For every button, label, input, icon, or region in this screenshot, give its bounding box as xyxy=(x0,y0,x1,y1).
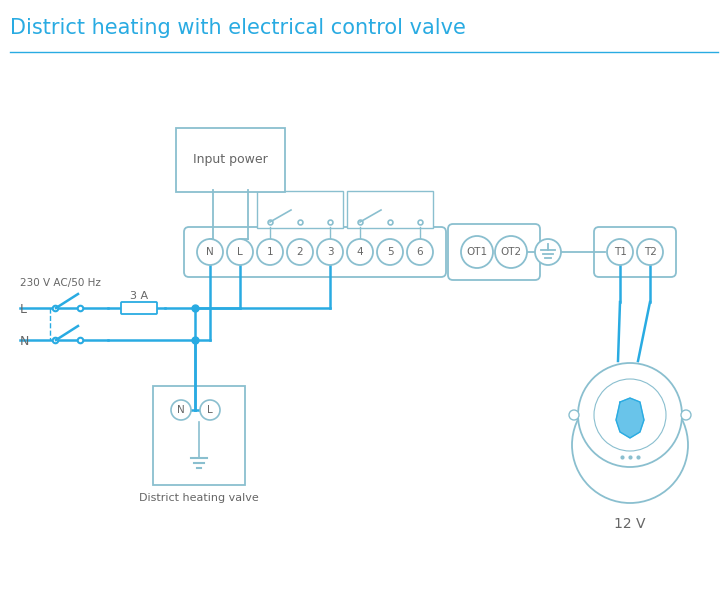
FancyBboxPatch shape xyxy=(594,227,676,277)
Circle shape xyxy=(377,239,403,265)
Text: District heating with electrical control valve: District heating with electrical control… xyxy=(10,18,466,38)
Circle shape xyxy=(681,410,691,420)
Text: Input power: Input power xyxy=(193,153,268,166)
Text: nest: nest xyxy=(618,400,642,410)
Circle shape xyxy=(572,387,688,503)
FancyBboxPatch shape xyxy=(257,191,343,228)
Circle shape xyxy=(287,239,313,265)
Circle shape xyxy=(347,239,373,265)
Text: T2: T2 xyxy=(644,247,657,257)
Circle shape xyxy=(317,239,343,265)
Circle shape xyxy=(200,400,220,420)
Polygon shape xyxy=(616,398,644,438)
FancyBboxPatch shape xyxy=(176,128,285,192)
FancyBboxPatch shape xyxy=(184,227,446,277)
Text: District heating valve: District heating valve xyxy=(139,493,259,503)
Text: 6: 6 xyxy=(416,247,423,257)
FancyBboxPatch shape xyxy=(347,191,433,228)
Text: nest: nest xyxy=(620,450,641,460)
FancyBboxPatch shape xyxy=(448,224,540,280)
FancyBboxPatch shape xyxy=(153,386,245,485)
Text: 12 V: 12 V xyxy=(614,517,646,531)
Text: N: N xyxy=(20,335,29,348)
Text: L: L xyxy=(207,405,213,415)
Circle shape xyxy=(569,410,579,420)
Text: OT1: OT1 xyxy=(467,247,488,257)
Text: N: N xyxy=(177,405,185,415)
Text: 230 V AC/50 Hz: 230 V AC/50 Hz xyxy=(20,278,101,288)
Text: 3 A: 3 A xyxy=(130,291,148,301)
FancyBboxPatch shape xyxy=(121,302,157,314)
Circle shape xyxy=(407,239,433,265)
Text: T1: T1 xyxy=(614,247,626,257)
Text: L: L xyxy=(237,247,243,257)
Circle shape xyxy=(535,239,561,265)
Text: 5: 5 xyxy=(387,247,393,257)
Circle shape xyxy=(197,239,223,265)
Circle shape xyxy=(607,239,633,265)
Text: N: N xyxy=(206,247,214,257)
Circle shape xyxy=(594,379,666,451)
Circle shape xyxy=(257,239,283,265)
Text: 1: 1 xyxy=(266,247,273,257)
Circle shape xyxy=(495,236,527,268)
Circle shape xyxy=(578,363,682,467)
Text: 4: 4 xyxy=(357,247,363,257)
Circle shape xyxy=(637,239,663,265)
Text: OT2: OT2 xyxy=(500,247,521,257)
Circle shape xyxy=(227,239,253,265)
Text: L: L xyxy=(20,303,27,316)
Circle shape xyxy=(171,400,191,420)
Text: 2: 2 xyxy=(297,247,304,257)
Text: 3: 3 xyxy=(327,247,333,257)
Circle shape xyxy=(461,236,493,268)
